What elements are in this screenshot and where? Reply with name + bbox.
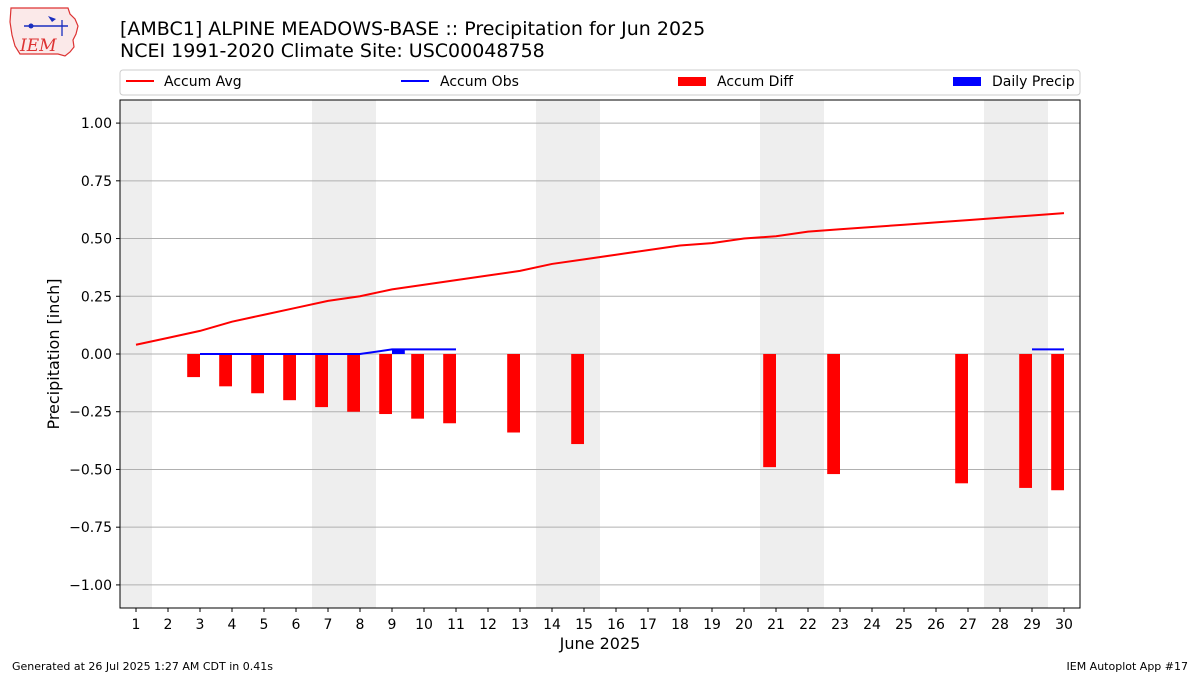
y-tick-label: −0.25 (69, 405, 112, 421)
y-tick-label: −0.50 (69, 462, 112, 478)
y-tick-label: −1.00 (69, 578, 112, 594)
accum-diff-bar (315, 354, 328, 408)
x-tick-label: 5 (260, 617, 269, 633)
chart-title-line2: NCEI 1991-2020 Climate Site: USC00048758 (120, 40, 545, 62)
x-tick-label: 14 (543, 617, 561, 633)
x-tick-label: 21 (767, 617, 785, 633)
x-tick-label: 6 (292, 617, 301, 633)
legend: Accum Avg Accum Obs Accum Diff Daily Pre… (119, 69, 1081, 96)
legend-label-daily-precip: Daily Precip (992, 74, 1075, 90)
legend-frame (119, 69, 1081, 96)
accum-diff-bar (955, 354, 968, 484)
y-tick-label: −0.75 (69, 520, 112, 536)
logo-text: IEM (19, 36, 57, 56)
y-axis-label: Precipitation [inch] (44, 278, 63, 429)
accum-diff-bar (827, 354, 840, 475)
y-tick-label: 0.25 (81, 289, 112, 305)
accum-diff-bar (507, 354, 520, 433)
legend-label-accum-diff: Accum Diff (717, 74, 793, 90)
x-tick-label: 2 (164, 617, 173, 633)
accum-diff-bar (379, 354, 392, 415)
x-tick-label: 1 (132, 617, 141, 633)
y-tick-label: 0.50 (81, 232, 112, 248)
legend-swatch-daily-precip (953, 77, 981, 86)
accum-avg-line (135, 212, 1065, 346)
series-lines (135, 212, 1065, 355)
iem-logo: IEM (9, 7, 79, 57)
legend-label-accum-avg: Accum Avg (164, 74, 242, 90)
logo-node (28, 23, 34, 29)
accum-diff-bar (571, 354, 584, 445)
accum-diff-bar (283, 354, 296, 401)
x-tick-label: 26 (927, 617, 945, 633)
daily-precip-bars (392, 349, 405, 354)
footer-app-label: IEM Autoplot App #17 (1066, 660, 1189, 673)
chart-title-line1: [AMBC1] ALPINE MEADOWS-BASE :: Precipita… (120, 18, 705, 40)
x-axis-ticks: 1 2 3 4 5 6 7 8 9 10 11 12 13 14 15 16 17 18 19 20 21 22 23 24 2… (132, 608, 1073, 633)
y-tick-label: 0.75 (81, 174, 112, 190)
y-tick-label: 1.00 (81, 116, 112, 132)
accum-obs-line (200, 348, 456, 355)
x-tick-label: 23 (831, 617, 849, 633)
daily-precip-bar (392, 349, 405, 354)
legend-swatch-accum-diff (678, 77, 706, 86)
x-axis-label: June 2025 (559, 634, 641, 653)
x-tick-label: 30 (1055, 617, 1073, 633)
x-tick-label: 12 (479, 617, 497, 633)
x-tick-label: 15 (575, 617, 593, 633)
y-tick-label: 0.00 (81, 347, 112, 363)
x-tick-label: 3 (196, 617, 205, 633)
x-tick-label: 27 (959, 617, 977, 633)
x-tick-label: 9 (388, 617, 397, 633)
accum-diff-bar (443, 354, 456, 424)
footer-generated: Generated at 26 Jul 2025 1:27 AM CDT in … (12, 660, 273, 673)
x-tick-label: 25 (895, 617, 913, 633)
accum-diff-bars (187, 354, 1064, 491)
x-tick-label: 29 (1023, 617, 1041, 633)
accum-diff-bar (219, 354, 232, 387)
x-tick-label: 4 (228, 617, 237, 633)
accum-diff-bar (1019, 354, 1032, 488)
y-axis-ticks: −1.00 −0.75 −0.50 −0.25 0.00 0.25 0.50 0.75 1.00 (69, 116, 120, 594)
accum-diff-bar (187, 354, 200, 378)
x-tick-label: 20 (735, 617, 753, 633)
accum-diff-bar (251, 354, 264, 394)
x-tick-label: 28 (991, 617, 1009, 633)
logo-bird (48, 16, 56, 22)
x-tick-label: 11 (447, 617, 465, 633)
accum-diff-bar (1051, 354, 1064, 491)
x-tick-label: 8 (356, 617, 365, 633)
x-tick-label: 13 (511, 617, 529, 633)
x-tick-label: 16 (607, 617, 625, 633)
accum-diff-bar (347, 354, 360, 412)
x-tick-label: 19 (703, 617, 721, 633)
x-tick-label: 10 (415, 617, 433, 633)
iowa-state-outline (9, 7, 79, 57)
accum-diff-bar (763, 354, 776, 468)
legend-label-accum-obs: Accum Obs (440, 74, 519, 90)
accum-diff-bar (411, 354, 424, 419)
x-tick-label: 22 (799, 617, 817, 633)
x-tick-label: 24 (863, 617, 881, 633)
x-tick-label: 18 (671, 617, 689, 633)
x-tick-label: 17 (639, 617, 657, 633)
x-tick-label: 7 (324, 617, 333, 633)
